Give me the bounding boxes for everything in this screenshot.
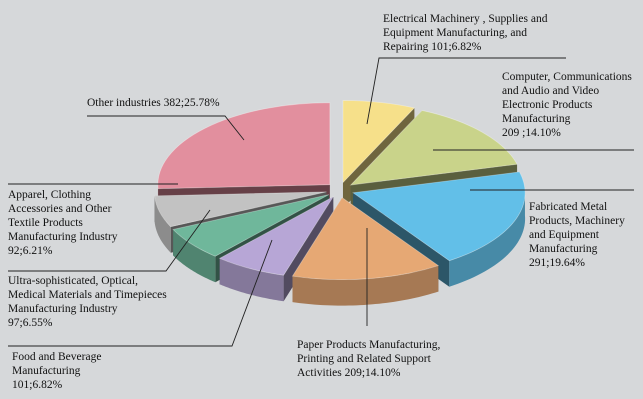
slice-label-line: Other industries 382;25.78% [87, 97, 220, 109]
leader-line-1 [366, 57, 566, 125]
slice-label-line: Equipment Manufacturing, and [383, 27, 528, 39]
slice-label-line: Manufacturing Industry [8, 231, 118, 243]
slice-label-line: Fabricated Metal [529, 201, 608, 213]
slice-label-line: Apparel, Clothing [8, 189, 92, 201]
slice-label-line: 97;6.55% [8, 317, 53, 329]
pie-slice-4 [291, 197, 440, 306]
slice-label-2: Computer, Communications and Audio and Vi… [502, 70, 643, 140]
slice-label-line: Paper Products Manufacturing, [297, 339, 441, 351]
slice-label-3: Fabricated Metal Products, Machinery and E… [529, 200, 643, 270]
slice-label-line: 291;19.64% [529, 257, 585, 269]
slice-label-line: 92;6.21% [8, 245, 53, 257]
slice-label-line: Products, Machinery [529, 215, 625, 227]
slice-label-8: Other industries 382;25.78% [87, 96, 287, 110]
slice-label-line: Electrical Machinery , Supplies and [383, 13, 548, 25]
slice-label-line: and Audio and Video [502, 85, 600, 97]
slice-label-line: Manufacturing [502, 113, 571, 125]
slice-label-line: Computer, Communications [502, 71, 632, 83]
leader-line-5 [8, 239, 273, 347]
slice-label-line: Manufacturing Industry [8, 303, 118, 315]
slice-label-5: Food and Beverage Manufacturing 101;6.82% [12, 350, 132, 392]
leader-line-6 [8, 209, 211, 272]
slice-label-line: Accessories and Other [8, 203, 112, 215]
slice-label-4: Paper Products Manufacturing, Printing an… [297, 338, 477, 380]
slice-label-6: Ultra-sophisticated, Optical, Medical Mat… [8, 274, 208, 330]
slice-label-line: Textile Products [8, 217, 83, 229]
slice-label-line: Food and Beverage [12, 351, 102, 363]
slice-label-1: Electrical Machinery , Supplies and Equip… [383, 12, 583, 54]
slice-label-line: Electronic Products [502, 99, 593, 111]
slice-label-line: Ultra-sophisticated, Optical, [8, 275, 138, 287]
slice-label-7: Apparel, Clothing Accessories and Other Te… [8, 188, 168, 258]
slice-label-line: Printing and Related Support [297, 353, 431, 365]
slice-label-line: Medical Materials and Timepieces [8, 289, 167, 301]
slice-label-line: 209 ;14.10% [502, 127, 561, 139]
slice-label-line: and Equipment [529, 229, 599, 241]
slice-label-line: Manufacturing [529, 243, 598, 255]
slice-label-line: Activities 209;14.10% [297, 367, 401, 379]
slice-label-line: 101;6.82% [12, 379, 63, 391]
slice-label-line: Manufacturing [12, 365, 81, 377]
leader-line-8 [87, 115, 245, 141]
slice-label-line: Repairing 101;6.82% [383, 41, 482, 53]
